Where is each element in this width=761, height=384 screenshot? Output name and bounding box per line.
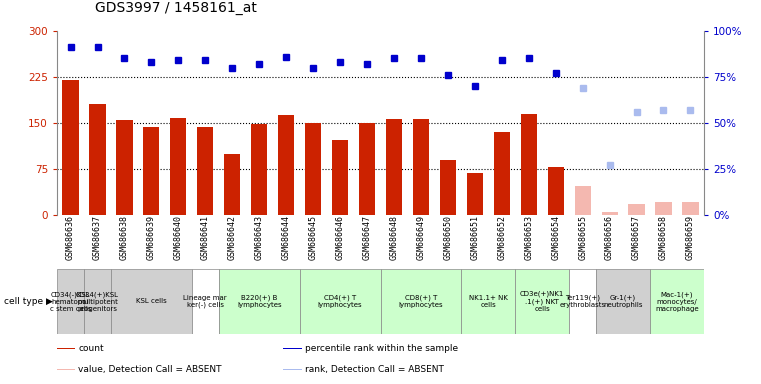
Text: GSM686645: GSM686645 xyxy=(309,215,317,260)
Text: GSM686641: GSM686641 xyxy=(201,215,210,260)
Text: GDS3997 / 1458161_at: GDS3997 / 1458161_at xyxy=(95,2,257,15)
Text: GSM686640: GSM686640 xyxy=(174,215,183,260)
Bar xyxy=(386,119,402,215)
Bar xyxy=(219,269,300,334)
Text: GSM686642: GSM686642 xyxy=(228,215,237,260)
Bar xyxy=(655,202,672,215)
Text: GSM686650: GSM686650 xyxy=(444,215,452,260)
Text: CD4(+) T
lymphocytes: CD4(+) T lymphocytes xyxy=(318,295,362,308)
Text: GSM686655: GSM686655 xyxy=(578,215,587,260)
Text: GSM686643: GSM686643 xyxy=(255,215,264,260)
Text: GSM686654: GSM686654 xyxy=(551,215,560,260)
Bar xyxy=(278,115,295,215)
Text: Gr-1(+)
neutrophils: Gr-1(+) neutrophils xyxy=(603,295,643,308)
Text: percentile rank within the sample: percentile rank within the sample xyxy=(305,344,458,353)
Bar xyxy=(359,123,375,215)
Text: GSM686638: GSM686638 xyxy=(120,215,129,260)
Text: GSM686652: GSM686652 xyxy=(497,215,506,260)
Text: GSM686644: GSM686644 xyxy=(282,215,291,260)
Bar xyxy=(515,269,569,334)
Bar xyxy=(521,114,537,215)
Bar xyxy=(596,269,650,334)
Text: GSM686647: GSM686647 xyxy=(362,215,371,260)
Bar xyxy=(300,269,380,334)
Bar xyxy=(57,269,84,334)
Bar xyxy=(601,212,618,215)
Text: count: count xyxy=(78,344,104,353)
Text: GSM686636: GSM686636 xyxy=(66,215,75,260)
Text: rank, Detection Call = ABSENT: rank, Detection Call = ABSENT xyxy=(305,365,444,374)
Bar xyxy=(197,127,213,215)
Bar xyxy=(283,369,301,371)
Bar xyxy=(548,167,564,215)
Bar xyxy=(466,173,483,215)
Bar xyxy=(62,80,78,215)
Text: Mac-1(+)
monocytes/
macrophage: Mac-1(+) monocytes/ macrophage xyxy=(655,291,699,312)
Bar xyxy=(57,369,75,371)
Bar xyxy=(111,269,192,334)
Text: Lineage mar
ker(-) cells: Lineage mar ker(-) cells xyxy=(183,295,227,308)
Text: CD3e(+)NK1
.1(+) NKT
cells: CD3e(+)NK1 .1(+) NKT cells xyxy=(520,291,565,312)
Bar xyxy=(251,124,267,215)
Bar xyxy=(575,185,591,215)
Text: GSM686637: GSM686637 xyxy=(93,215,102,260)
Bar xyxy=(90,104,106,215)
Text: CD8(+) T
lymphocytes: CD8(+) T lymphocytes xyxy=(399,295,443,308)
Bar xyxy=(116,120,132,215)
Text: GSM686657: GSM686657 xyxy=(632,215,641,260)
Bar xyxy=(170,118,186,215)
Bar xyxy=(283,348,301,349)
Text: GSM686639: GSM686639 xyxy=(147,215,156,260)
Text: cell type ▶: cell type ▶ xyxy=(5,297,53,306)
Bar xyxy=(143,127,160,215)
Text: value, Detection Call = ABSENT: value, Detection Call = ABSENT xyxy=(78,365,222,374)
Bar xyxy=(629,204,645,215)
Bar xyxy=(683,202,699,215)
Bar xyxy=(305,124,321,215)
Text: CD34(-)KSL
hematopoi
c stem cells: CD34(-)KSL hematopoi c stem cells xyxy=(49,291,91,312)
Text: Ter119(+)
erythroblasts: Ter119(+) erythroblasts xyxy=(559,295,606,308)
Bar xyxy=(380,269,461,334)
Bar xyxy=(440,160,456,215)
Bar xyxy=(494,132,510,215)
Text: GSM686649: GSM686649 xyxy=(416,215,425,260)
Bar xyxy=(192,269,219,334)
Text: GSM686658: GSM686658 xyxy=(659,215,668,260)
Text: NK1.1+ NK
cells: NK1.1+ NK cells xyxy=(469,295,508,308)
Text: GSM686648: GSM686648 xyxy=(390,215,399,260)
Text: B220(+) B
lymphocytes: B220(+) B lymphocytes xyxy=(237,295,282,308)
Text: CD34(+)KSL
multipotent
progenitors: CD34(+)KSL multipotent progenitors xyxy=(76,291,119,312)
Bar xyxy=(461,269,515,334)
Bar xyxy=(332,140,348,215)
Bar xyxy=(57,348,75,349)
Text: GSM686653: GSM686653 xyxy=(524,215,533,260)
Bar xyxy=(224,154,240,215)
Text: GSM686656: GSM686656 xyxy=(605,215,614,260)
Bar xyxy=(84,269,111,334)
Bar xyxy=(650,269,704,334)
Text: GSM686659: GSM686659 xyxy=(686,215,695,260)
Text: GSM686646: GSM686646 xyxy=(336,215,345,260)
Text: KSL cells: KSL cells xyxy=(136,298,167,305)
Bar xyxy=(569,269,596,334)
Bar xyxy=(412,119,429,215)
Text: GSM686651: GSM686651 xyxy=(470,215,479,260)
